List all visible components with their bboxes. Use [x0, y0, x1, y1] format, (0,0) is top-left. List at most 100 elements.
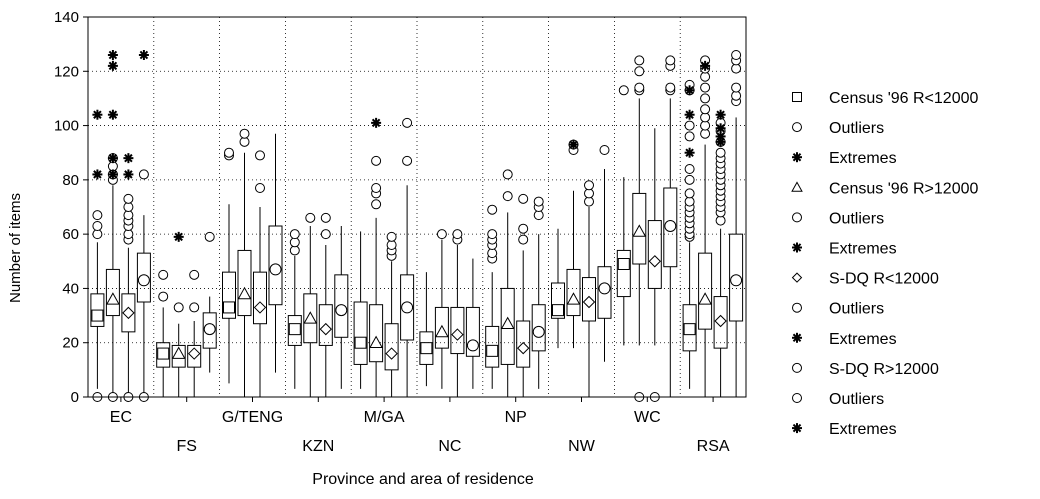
grid-layer [88, 17, 746, 397]
legend-item: Extremes [792, 241, 897, 258]
outlier-point [684, 174, 695, 185]
legend-item: Outliers [792, 120, 884, 137]
legend-item: S-DQ R<12000 [791, 271, 939, 288]
outlier-point [402, 155, 413, 166]
legend-marker-square [792, 92, 802, 102]
outlier-point [684, 120, 695, 131]
legend-item: Extremes [792, 331, 897, 348]
box-G/TENG [237, 128, 252, 397]
extreme-point [700, 60, 711, 71]
x-tick-label: RSA [697, 438, 730, 455]
median-marker [582, 295, 596, 309]
series-0 [90, 79, 697, 402]
extreme-point [684, 147, 695, 158]
median-marker [714, 314, 727, 328]
median-marker [451, 328, 464, 341]
median-marker [319, 322, 333, 336]
outlier-point [584, 180, 594, 191]
extreme-point [173, 231, 184, 242]
median-marker [187, 347, 201, 360]
median-marker [288, 323, 301, 336]
median-marker [369, 335, 383, 349]
legend-item: Outliers [792, 210, 884, 227]
box-M/GA [369, 117, 384, 397]
median-marker [420, 342, 433, 355]
y-tick-label: 80 [62, 172, 79, 189]
outlier-point [158, 269, 169, 280]
box-body [318, 304, 333, 346]
median-marker [632, 224, 647, 237]
median-marker [466, 339, 479, 352]
x-tick-label: G/TENG [222, 409, 283, 426]
legend: Census '96 R<12000 Outliers Extremes Census… [791, 90, 978, 438]
box-KZN [318, 212, 333, 397]
outlier-point [518, 234, 529, 245]
box-G/TENG [222, 147, 236, 384]
y-tick-label: 20 [62, 335, 79, 352]
box-RSA [682, 79, 697, 389]
axes-layer: 0 20 40 60 80 100 120 140 EC FS G/TENG KZN M/GA NC NP N… [54, 9, 747, 455]
x-tick-label: NW [568, 438, 596, 455]
legend-label: Outliers [829, 391, 884, 408]
extreme-point [107, 169, 118, 180]
box-body [187, 344, 202, 368]
box-body [136, 252, 151, 303]
legend-marker-circle [792, 122, 802, 133]
legend-item: Extremes [792, 150, 897, 167]
legend-label: S-DQ R<12000 [829, 271, 939, 288]
legend-marker-triangle [791, 181, 803, 192]
median-marker [137, 274, 150, 287]
legend-marker-circle [792, 362, 802, 373]
x-tick-label: WC [634, 409, 661, 426]
median-marker [354, 336, 367, 349]
outlier-point [371, 155, 382, 166]
box-RSA [698, 55, 713, 397]
extreme-point [715, 131, 726, 142]
outlier-point [700, 104, 711, 115]
outlier-point [189, 269, 200, 280]
y-tick-label: 140 [54, 9, 79, 26]
box-body [566, 268, 581, 317]
outlier-point [402, 117, 413, 128]
x-axis-label: Province and area of residence [312, 471, 534, 488]
box-body [90, 293, 105, 327]
box-body [287, 315, 302, 346]
outlier-point [173, 302, 184, 313]
box-KZN [287, 229, 302, 389]
box-FS [202, 231, 217, 373]
outlier-point [92, 221, 103, 231]
outlier-point [487, 204, 498, 215]
box-body [450, 306, 465, 355]
median-marker [648, 255, 662, 268]
box-RSA [729, 50, 744, 397]
y-tick-label: 60 [62, 226, 79, 243]
box-body [400, 274, 415, 341]
outlier-point [204, 231, 215, 242]
outlier-point [320, 212, 331, 223]
box-body [156, 342, 171, 368]
box-KZN [334, 226, 349, 389]
median-marker [598, 282, 611, 295]
box-EC [105, 50, 120, 402]
outlier-point [487, 229, 498, 240]
outlier-point [731, 82, 742, 93]
outlier-point [436, 229, 447, 240]
box-RSA [713, 109, 728, 397]
box-NC [434, 229, 449, 389]
median-marker [385, 347, 398, 360]
box-FS [187, 269, 202, 397]
box-G/TENG [268, 133, 283, 373]
extreme-point [123, 153, 134, 164]
outlier-point [239, 128, 250, 139]
y-tick-label: 0 [71, 389, 79, 406]
box-NW [582, 180, 596, 397]
outlier-point [684, 164, 695, 174]
box-NW [566, 139, 581, 349]
box-body [222, 271, 236, 319]
legend-item: Extremes [792, 421, 897, 438]
extreme-point [138, 50, 149, 60]
legend-label: Outliers [829, 120, 884, 137]
median-marker [401, 301, 414, 314]
median-marker [106, 292, 120, 305]
